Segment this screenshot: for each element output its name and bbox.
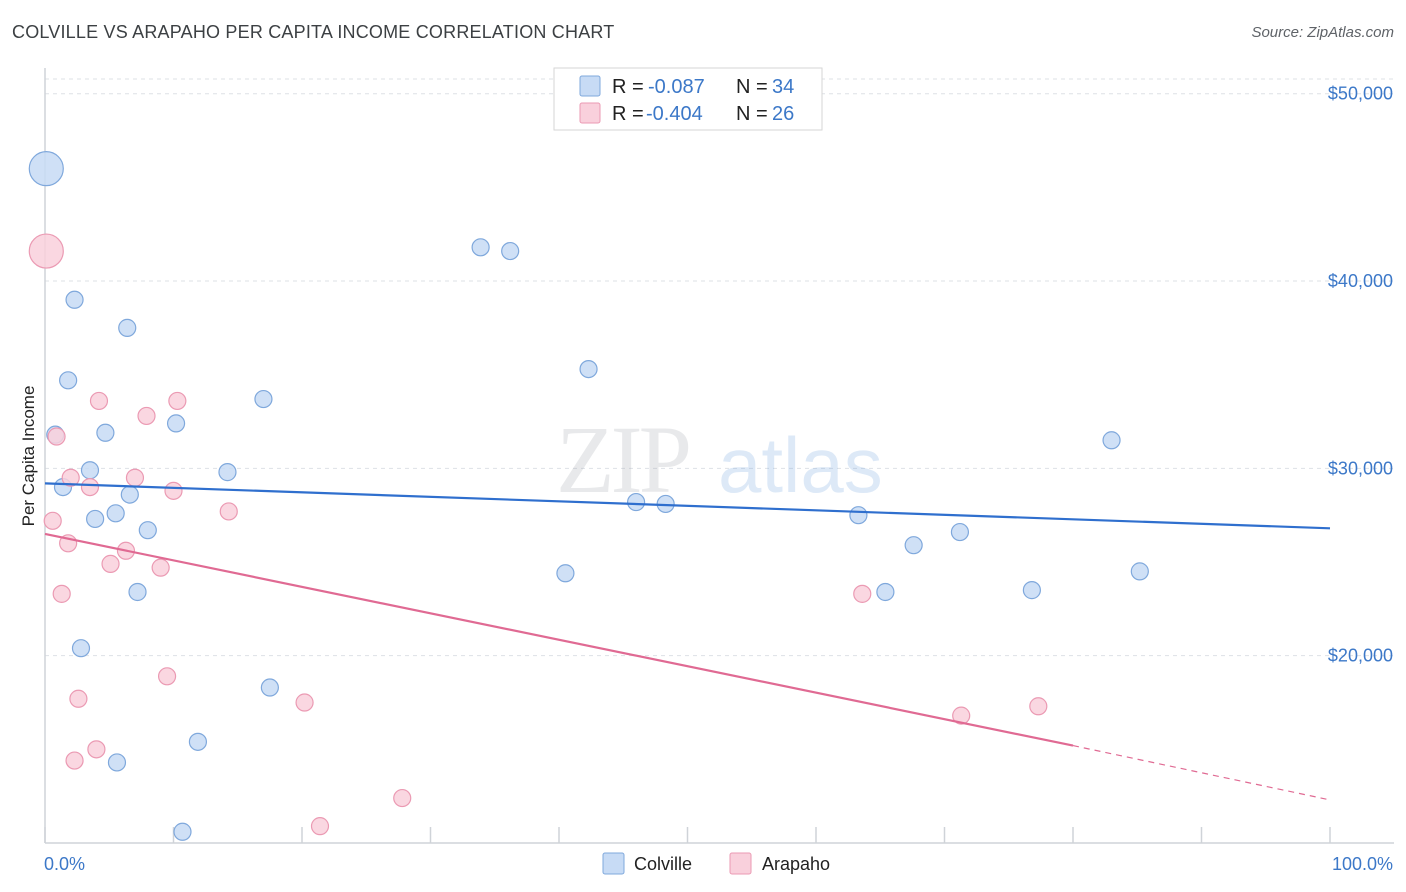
- bottom-legend: Colville Arapaho: [602, 852, 830, 875]
- axes: [44, 68, 1394, 844]
- y-tick-label-3: $50,000: [1328, 84, 1393, 104]
- colville-point-29: [950, 522, 970, 542]
- colville-point-15: [128, 582, 147, 602]
- arapaho-point-23: [853, 584, 872, 603]
- legend-r-label-2: R =: [612, 103, 644, 125]
- legend-r-value-1: -0.087: [648, 76, 705, 98]
- arapaho-point-9: [219, 502, 238, 521]
- colville-point-21: [471, 238, 490, 257]
- arapaho-point-22: [310, 817, 330, 836]
- colville-point-19: [107, 753, 127, 772]
- bottom-legend-label-colville: Colville: [634, 854, 692, 874]
- arapaho-point-21: [393, 788, 412, 808]
- arapaho-point-2: [61, 468, 80, 487]
- chart-source: Source: ZipAtlas.com: [1251, 24, 1394, 41]
- legend-r-label-1: R =: [612, 76, 644, 98]
- legend-n-label-2: N =: [736, 103, 768, 125]
- colville-point-13: [106, 504, 125, 523]
- arapaho-point-4: [137, 406, 156, 426]
- legend-box: R = -0.087 N = 34 R = -0.404 N = 26: [553, 67, 823, 131]
- arapaho-point-24: [952, 706, 971, 725]
- arapaho-point-14: [151, 558, 170, 577]
- colville-point-6: [166, 414, 186, 433]
- arapaho-point-17: [69, 689, 88, 708]
- arapaho-point-25: [1029, 697, 1048, 716]
- colville-point-18: [188, 732, 208, 751]
- colville-point-28: [904, 536, 923, 555]
- legend-n-value-1: 34: [772, 76, 794, 98]
- colville-point-22: [501, 241, 520, 261]
- y-tick-label-2: $40,000: [1328, 271, 1393, 291]
- arapaho-trend-line-extension: [1072, 745, 1331, 801]
- colville-point-24: [626, 492, 646, 512]
- bottom-legend-label-arapaho: Arapaho: [762, 854, 830, 874]
- watermark-atlas: atlas: [718, 421, 883, 509]
- arapaho-trend-line: [44, 532, 1074, 747]
- colville-point-0: [28, 151, 64, 187]
- legend-swatch-arapaho: [579, 102, 601, 124]
- watermark-zip: ZIP: [556, 406, 689, 513]
- trend-lines: [44, 482, 1331, 801]
- arapaho-point-6: [80, 477, 100, 497]
- colville-point-31: [1022, 581, 1041, 600]
- colville-point-10: [218, 463, 237, 482]
- watermark: ZIP atlas: [556, 406, 883, 513]
- tick-labels: $20,000 $30,000 $40,000 $50,000 0.0% 100.0%: [44, 84, 1393, 874]
- y-axis-label: Per Capita Income: [19, 386, 38, 527]
- colville-point-20: [173, 822, 192, 841]
- colville-point-27: [849, 506, 868, 525]
- arapaho-point-10: [43, 511, 62, 530]
- colville-point-5: [96, 423, 115, 442]
- colville-point-32: [1102, 431, 1121, 450]
- colville-point-17: [260, 678, 279, 697]
- arapaho-point-18: [295, 693, 314, 712]
- colville-point-12: [86, 509, 105, 529]
- arapaho-point-20: [65, 751, 84, 770]
- bottom-legend-swatch-arapaho: [729, 852, 752, 875]
- arapaho-point-8: [164, 481, 183, 500]
- arapaho-point-3: [89, 391, 109, 411]
- colville-point-1: [65, 290, 84, 309]
- colville-point-14: [138, 521, 157, 540]
- x-tick-label-0: 0.0%: [44, 854, 85, 874]
- colville-point-30: [876, 582, 895, 602]
- colville-point-26: [556, 564, 575, 583]
- arapaho-point-13: [101, 554, 120, 573]
- data-points: [28, 151, 1149, 841]
- x-tick-label-1: 100.0%: [1332, 854, 1393, 874]
- legend-swatch-colville: [579, 75, 601, 97]
- legend-n-label-1: N =: [736, 76, 768, 98]
- arapaho-point-19: [87, 740, 106, 759]
- arapaho-point-15: [52, 584, 71, 603]
- colville-point-7: [254, 389, 273, 409]
- colville-point-33: [1130, 562, 1149, 581]
- arapaho-point-16: [157, 667, 177, 686]
- colville-point-11: [120, 485, 139, 504]
- colville-point-9: [80, 461, 100, 480]
- arapaho-point-7: [125, 468, 145, 487]
- arapaho-point-5: [168, 391, 187, 411]
- grid-lines: [45, 78, 1394, 657]
- colville-point-2: [118, 318, 137, 337]
- colville-trend-line: [44, 482, 1331, 530]
- legend-r-value-2: -0.404: [646, 103, 703, 125]
- y-tick-label-0: $20,000: [1328, 646, 1393, 666]
- colville-point-3: [59, 371, 78, 390]
- arapaho-point-1: [47, 427, 66, 446]
- legend-n-value-2: 26: [772, 103, 794, 125]
- chart-title: COLVILLE VS ARAPAHO PER CAPITA INCOME CO…: [12, 22, 615, 42]
- colville-point-16: [71, 639, 91, 658]
- y-tick-label-1: $30,000: [1328, 458, 1393, 478]
- bottom-legend-swatch-colville: [602, 852, 625, 875]
- arapaho-point-0: [28, 233, 64, 269]
- colville-point-23: [579, 359, 598, 379]
